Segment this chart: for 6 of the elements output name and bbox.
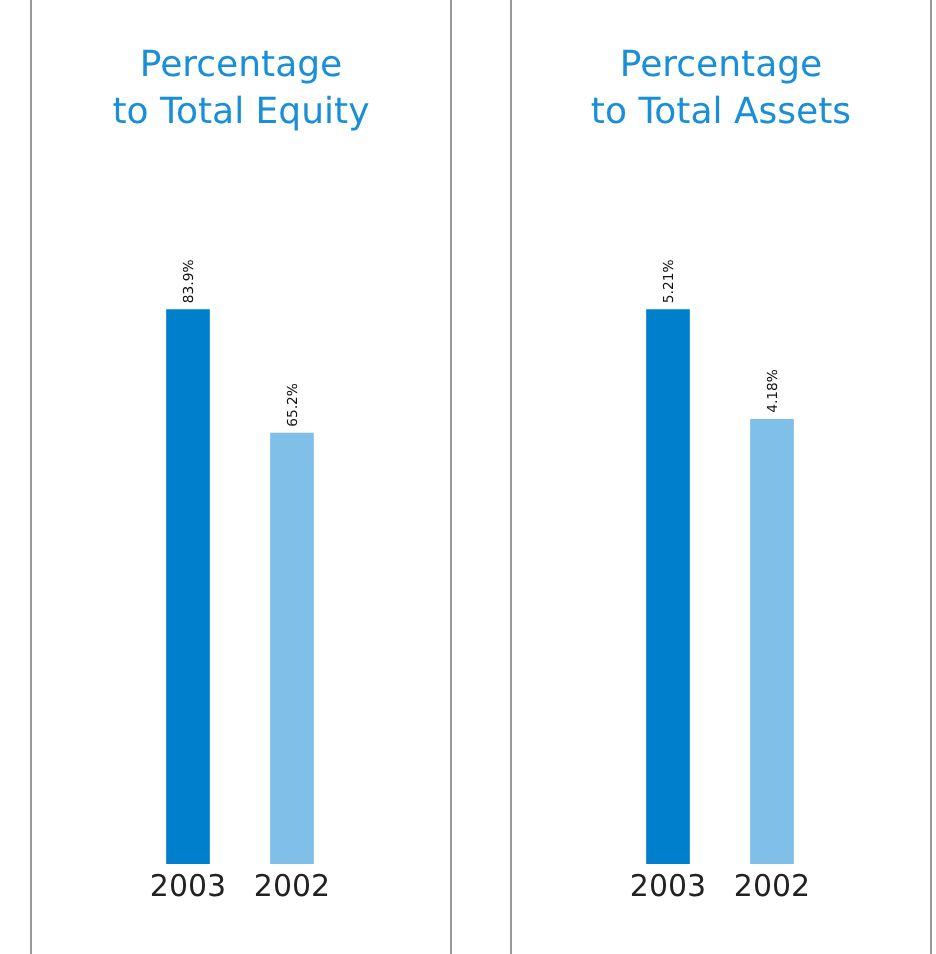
chart-title: Percentage to Total Assets [590, 44, 852, 134]
chart-title: Percentage to Total Equity [112, 44, 371, 134]
x-tick-label: 2003 [149, 868, 227, 904]
x-tick-label: 2002 [733, 868, 811, 904]
x-tick-label: 2003 [629, 868, 707, 904]
x-tick-label: 2002 [253, 868, 331, 904]
